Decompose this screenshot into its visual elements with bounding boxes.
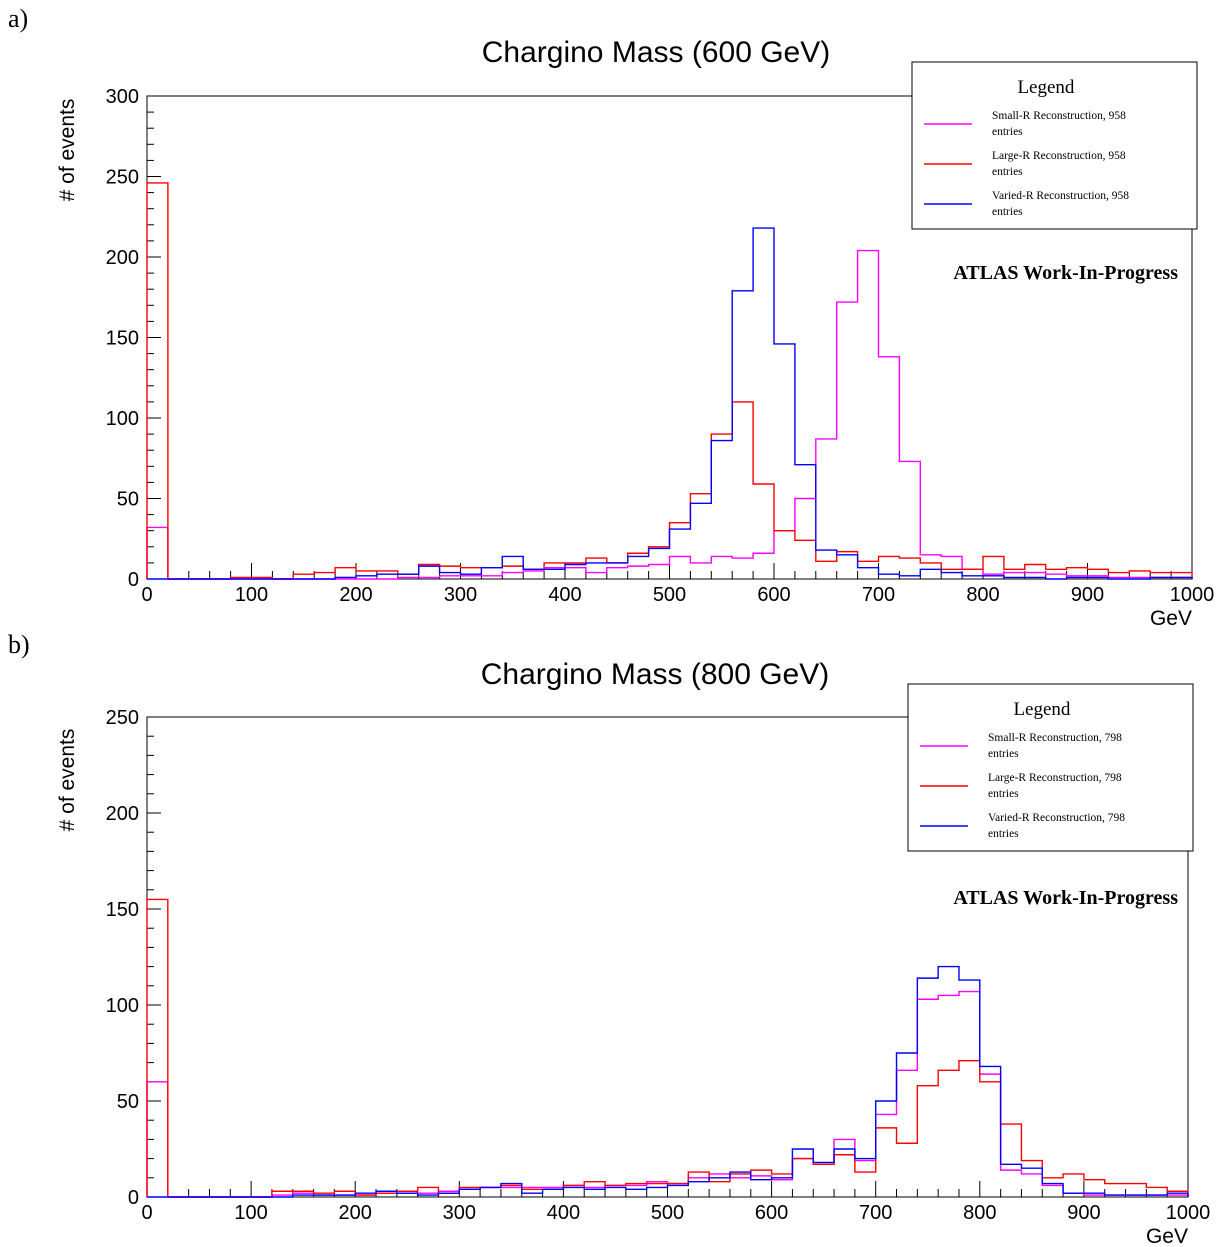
y-tick-label: 0 <box>128 569 139 591</box>
x-tick-label: 0 <box>141 1202 152 1224</box>
legend-entry: Varied-R Reconstruction, 958 entries <box>992 190 1129 218</box>
histogram-series-1 <box>146 898 1189 1198</box>
x-tick-label: 500 <box>653 584 686 606</box>
histogram-chart-600: Chargino Mass (600 GeV) 0 50 100 150 200 250 30… <box>56 36 1215 630</box>
x-tick-label: 200 <box>339 584 372 606</box>
chart-title: Chargino Mass (600 GeV) <box>482 36 831 69</box>
y-tick-label: 200 <box>106 803 139 825</box>
x-tick-label: 700 <box>859 1202 892 1224</box>
y-tick-label: 150 <box>106 328 139 350</box>
y-axis-label: # of events <box>56 729 79 832</box>
x-tick-label: 900 <box>1067 1202 1100 1224</box>
histogram-chart-800: Chargino Mass (800 GeV) 0 50 100 150 200 250 0 1… <box>56 658 1211 1247</box>
x-tick-label: 600 <box>755 1202 788 1224</box>
y-tick-label: 200 <box>106 247 139 269</box>
histogram-series-2 <box>147 965 1189 1198</box>
x-axis-label: GeV <box>1146 1225 1188 1247</box>
histogram-series-0 <box>146 990 1189 1198</box>
y-tick-label: 300 <box>106 86 139 108</box>
x-tick-label: 1000 <box>1170 584 1215 606</box>
y-tick-label: 0 <box>128 1187 139 1209</box>
x-axis-label: GeV <box>1150 607 1192 630</box>
y-tick-label: 100 <box>106 995 139 1017</box>
y-tick-label: 100 <box>106 408 139 430</box>
chart-title: Chargino Mass (800 GeV) <box>481 658 830 691</box>
y-tick-label: 150 <box>106 899 139 921</box>
legend-title: Legend <box>1013 699 1070 720</box>
y-axis-label: # of events <box>56 99 79 202</box>
y-tick-label: 250 <box>106 167 139 189</box>
legend-entry: Varied-R Reconstruction, 798 entries <box>988 812 1125 840</box>
x-tick-label: 600 <box>757 584 790 606</box>
x-tick-label: 500 <box>651 1202 684 1224</box>
legend: Legend Small-R Reconstruction, 798 entries… <box>907 683 1194 852</box>
x-tick-label: 300 <box>444 584 477 606</box>
legend-entry: Small-R Reconstruction, 798 entries <box>988 732 1122 760</box>
x-tick-label: 100 <box>235 584 268 606</box>
x-tick-label: 700 <box>862 584 895 606</box>
legend-title: Legend <box>1017 77 1074 98</box>
histogram-series-0 <box>146 249 1193 580</box>
histogram-series-2 <box>147 227 1193 580</box>
y-tick-label: 250 <box>106 707 139 729</box>
x-tick-label: 200 <box>339 1202 372 1224</box>
x-tick-label: 800 <box>966 584 999 606</box>
y-tick-label: 50 <box>117 489 139 511</box>
panel-label-b: b) <box>8 630 30 659</box>
legend-entry: Large-R Reconstruction, 798 entries <box>988 772 1122 800</box>
legend-entry: Large-R Reconstruction, 958 entries <box>992 150 1126 178</box>
x-tick-label: 0 <box>141 584 152 606</box>
x-tick-label: 400 <box>548 584 581 606</box>
legend-box <box>907 683 1194 852</box>
x-tick-label: 400 <box>547 1202 580 1224</box>
atlas-annotation: ATLAS Work-In-Progress <box>953 887 1178 909</box>
x-tick-label: 800 <box>963 1202 996 1224</box>
histogram-series-1 <box>146 182 1193 580</box>
y-tick-label: 50 <box>117 1091 139 1113</box>
legend-box <box>911 61 1198 230</box>
x-tick-label: 900 <box>1071 584 1104 606</box>
x-tick-label: 1000 <box>1166 1202 1211 1224</box>
legend-entry: Small-R Reconstruction, 958 entries <box>992 110 1126 138</box>
legend: Legend Small-R Reconstruction, 958 entries… <box>911 61 1198 230</box>
x-tick-label: 300 <box>443 1202 476 1224</box>
atlas-annotation: ATLAS Work-In-Progress <box>953 262 1178 284</box>
x-tick-label: 100 <box>234 1202 267 1224</box>
panel-label-a: a) <box>8 4 29 33</box>
